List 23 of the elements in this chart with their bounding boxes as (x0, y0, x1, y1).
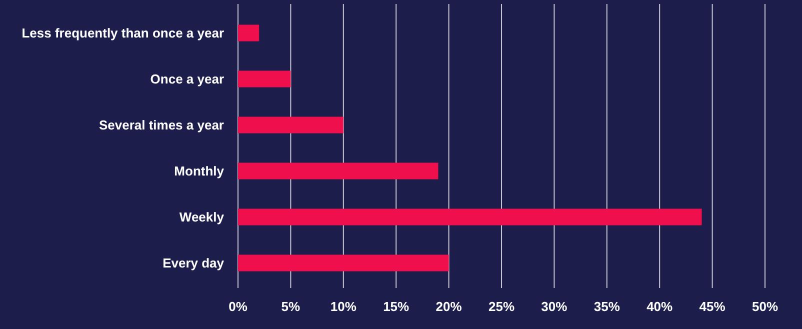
x-tick-label: 45% (699, 299, 726, 314)
y-tick-label: Less frequently than once a year (22, 26, 224, 40)
x-tick-label: 35% (594, 299, 620, 314)
y-tick-label: Once a year (150, 72, 224, 86)
x-tick-label: 0% (228, 299, 248, 314)
bar (238, 24, 260, 42)
bar (238, 254, 449, 272)
bar (238, 116, 344, 134)
x-tick-label: 50% (752, 299, 778, 314)
x-tick-label: 40% (646, 299, 674, 314)
x-tick-label: 30% (541, 299, 568, 314)
x-tick-label: 5% (281, 299, 301, 314)
bar (238, 162, 438, 180)
bar (238, 208, 702, 226)
y-tick-label: Every day (162, 256, 225, 270)
y-tick-label: Monthly (174, 164, 225, 178)
x-tick-label: 15% (383, 299, 410, 314)
bar (238, 70, 291, 88)
y-tick-label: Weekly (179, 210, 225, 224)
y-tick-label: Several times a year (98, 118, 224, 132)
x-tick-label: 25% (488, 299, 515, 314)
x-tick-label: 10% (330, 299, 357, 314)
x-tick-label: 20% (436, 299, 462, 314)
